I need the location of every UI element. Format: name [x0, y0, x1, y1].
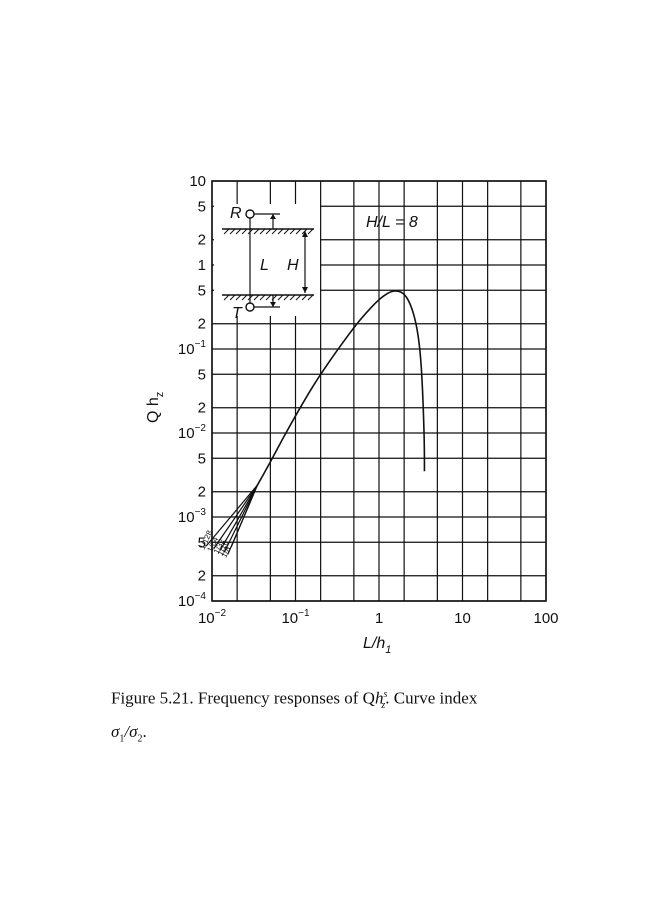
hatch-mark: [289, 294, 296, 301]
x-tick-label: 10−1: [281, 608, 310, 627]
hatch-mark: [277, 294, 284, 301]
x-axis-label: L/h1: [363, 635, 391, 656]
hatch-mark: [289, 228, 296, 235]
y-axis-label: Q hz: [145, 392, 166, 423]
inset-label-h: H: [287, 257, 299, 274]
transmitter-marker: [245, 302, 255, 312]
hatch-mark: [229, 294, 236, 301]
y-tick-label: 10−1: [178, 339, 207, 358]
y-tick-label: 5: [198, 198, 206, 215]
y-tick-label: 5: [198, 534, 206, 551]
y-tick-label: 2: [198, 400, 206, 417]
hatch-mark: [223, 294, 230, 301]
y-tick-label: 10−2: [178, 423, 207, 442]
y-tick-label: 10−3: [178, 507, 207, 526]
hatch-mark: [235, 228, 242, 235]
hatch-mark: [259, 294, 266, 301]
y-tick-label: 5: [198, 366, 206, 383]
series-label-5: 1/8: [220, 545, 233, 559]
inset-label-l: L: [260, 257, 269, 274]
arrowhead: [302, 287, 308, 293]
inset-label-r: R: [230, 205, 242, 222]
inset-diagram: R T L H: [214, 204, 320, 322]
annotation-hl: H/L = 8: [366, 214, 418, 231]
series-line-1: [205, 484, 258, 547]
arrowhead: [270, 214, 276, 219]
hatch-mark: [307, 228, 314, 235]
hatch-mark: [223, 228, 230, 235]
arrowhead: [270, 302, 276, 307]
hatch-mark: [229, 228, 236, 235]
hatch-mark: [307, 294, 314, 301]
y-tick-label: 2: [198, 232, 206, 249]
hatch-mark: [259, 228, 266, 235]
inset-label-t: T: [232, 305, 243, 322]
arrowhead: [302, 231, 308, 237]
hatch-mark: [295, 228, 302, 235]
hatch-mark: [283, 228, 290, 235]
hatch-mark: [283, 294, 290, 301]
y-tick-label: 5: [198, 450, 206, 467]
hatch-mark: [295, 294, 302, 301]
hatch-mark: [271, 228, 278, 235]
receiver-marker: [245, 209, 255, 219]
plot-frame: [211, 180, 547, 602]
y-tick-label: 2: [198, 568, 206, 585]
y-tick-label: 1: [198, 257, 206, 274]
common-response-curve: [256, 290, 426, 486]
plot-grid: [211, 180, 547, 602]
tick-labels: 10−2 10−1 1 10 100105215210−15210−25210−3521…: [178, 173, 559, 627]
hatch-mark: [277, 228, 284, 235]
y-tick-label: 2: [198, 316, 206, 333]
series-line-3: [219, 484, 258, 551]
x-tick-label: 10: [454, 610, 471, 627]
series-line-2: [213, 484, 258, 549]
series-line-4: [223, 484, 258, 553]
y-tick-label: 5: [198, 282, 206, 299]
y-tick-label: 10−4: [178, 591, 207, 610]
x-tick-label: 10−2: [198, 608, 227, 627]
hatch-mark: [253, 294, 260, 301]
x-tick-label: 100: [533, 610, 558, 627]
series-label-6: 1: [223, 543, 233, 551]
inset-background: [214, 204, 320, 316]
y-tick-label: 2: [198, 484, 206, 501]
curves: [205, 290, 426, 555]
hatch-mark: [265, 294, 272, 301]
hatch-mark: [301, 294, 308, 301]
series-line-6: [230, 484, 258, 548]
x-tick-label: 1: [375, 610, 383, 627]
figure-caption: Figure 5.21. Frequency responses of Qhsz…: [111, 688, 478, 745]
hatch-mark: [235, 294, 242, 301]
y-tick-label: 10: [189, 173, 206, 190]
hatch-mark: [241, 228, 248, 235]
hatch-mark: [265, 228, 272, 235]
hatch-mark: [253, 228, 260, 235]
hatch-mark: [241, 294, 248, 301]
